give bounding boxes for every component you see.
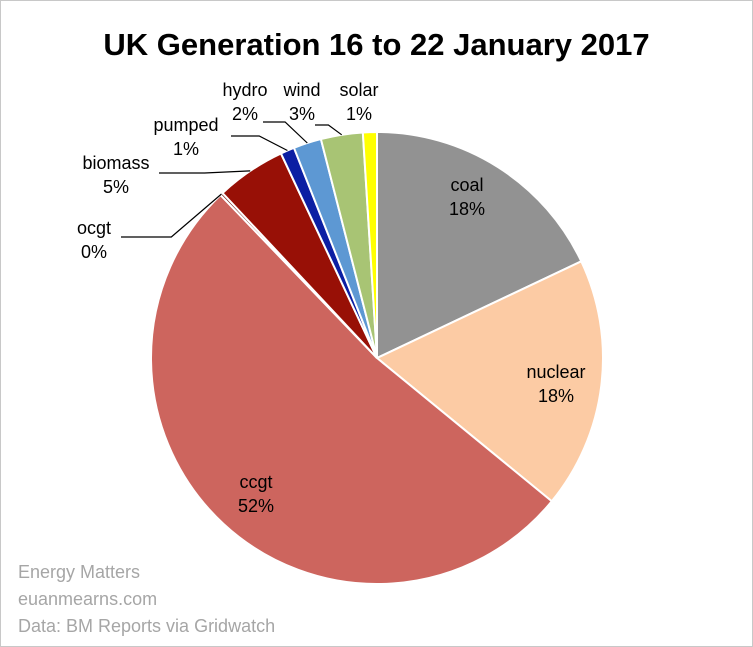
leader-line-ocgt [121,193,222,238]
slice-label-solar: solar [339,80,378,100]
leader-line-wind [315,124,343,136]
pie-slice-coal [376,130,583,360]
slice-label-hydro: hydro [222,80,267,100]
leader-line-hydro [263,121,308,144]
slice-value-nuclear: 18% [538,386,574,406]
credit-line-1: Energy Matters [18,562,141,582]
credit-line-2: euanmearns.com [18,589,158,609]
pie-slice-solar [361,130,378,359]
slice-value-solar: 1% [346,104,372,124]
pie-slice-nuclear [375,259,604,503]
slice-label-nuclear: nuclear [526,362,585,382]
chart-title: UK Generation 16 to 22 January 2017 [103,27,650,62]
leader-line-biomass [159,170,251,174]
slice-value-wind: 3% [289,104,315,124]
slice-value-pumped: 1% [173,139,199,159]
slice-value-ocgt: 0% [81,242,107,262]
credit-line-3: Data: BM Reports via Gridwatch [18,616,276,636]
slice-label-coal: coal [450,175,483,195]
slice-value-biomass: 5% [103,177,129,197]
slice-label-wind: wind [282,80,320,100]
slice-label-ccgt: ccgt [239,472,272,492]
leader-line-pumped [231,135,288,152]
slice-label-ocgt: ocgt [77,218,111,238]
slice-value-coal: 18% [449,199,485,219]
slice-label-pumped: pumped [153,115,218,135]
slice-value-ccgt: 52% [238,496,274,516]
pie-slice-ccgt [150,193,554,586]
slice-value-hydro: 2% [232,104,258,124]
slice-label-biomass: biomass [82,153,149,173]
